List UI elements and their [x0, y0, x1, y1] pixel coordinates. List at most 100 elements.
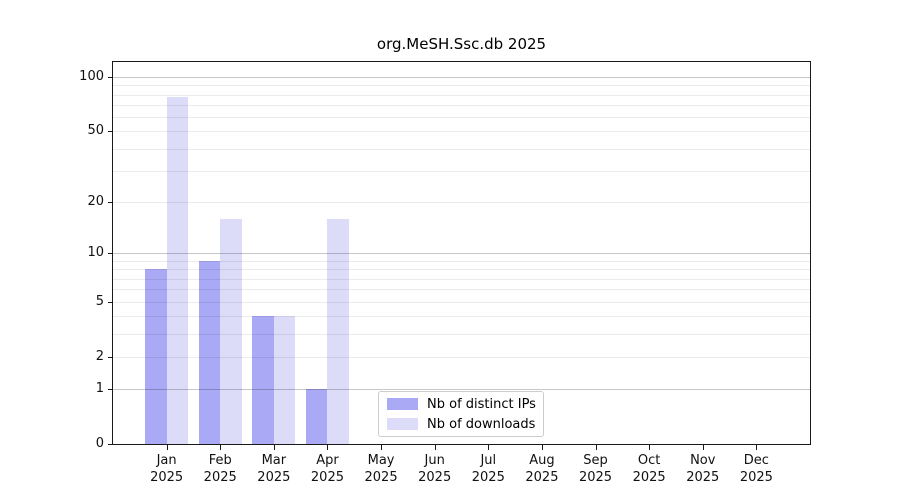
x-tick-nov [702, 445, 704, 450]
bar-distinct-ips-feb [198, 260, 221, 444]
y-tick-label-5: 5 [95, 293, 104, 309]
y-tick-label-0: 0 [95, 436, 104, 451]
bar-distinct-ips-jan [145, 269, 167, 444]
x-tick-jul [488, 445, 490, 450]
bar-downloads-mar [273, 316, 296, 444]
x-tick-feb [220, 445, 222, 450]
month-label: Aug [529, 453, 555, 468]
x-tick-aug [541, 445, 543, 450]
y-tick-label-20: 20 [87, 193, 104, 209]
year-label: 2025 [739, 470, 773, 485]
month-label: Sep [583, 453, 608, 468]
month-label: Nov [690, 453, 716, 468]
month-label: Mar [261, 453, 287, 468]
gridline-minor-7 [113, 278, 810, 280]
year-label: 2025 [632, 470, 666, 485]
year-label: 2025 [310, 470, 344, 485]
legend-item-distinct-ips: Nb of distinct IPs [387, 396, 536, 412]
gridline-minor-6 [113, 289, 810, 291]
gridline-minor-20 [113, 201, 810, 203]
x-tick-may [381, 445, 383, 450]
y-tick-50 [108, 131, 113, 133]
gridline-minor-70 [113, 105, 810, 107]
month-label: May [367, 453, 395, 468]
month-label: Apr [316, 453, 339, 468]
month-label: Dec [743, 453, 769, 468]
x-tick-jan [166, 445, 168, 450]
x-tick-label-oct: Oct 2025 [607, 452, 691, 486]
x-tick-label-feb: Feb 2025 [178, 452, 262, 486]
year-label: 2025 [150, 470, 184, 485]
gridline-minor-2 [113, 356, 810, 358]
legend: Nb of distinct IPs Nb of downloads [378, 391, 544, 437]
gridline-minor-80 [113, 94, 810, 96]
x-tick-label-sep: Sep 2025 [554, 452, 638, 486]
x-tick-oct [649, 445, 651, 450]
bar-downloads-jan [166, 96, 189, 444]
month-label: Jul [480, 453, 497, 468]
year-label: 2025 [686, 470, 720, 485]
y-tick-100 [108, 77, 113, 79]
year-label: 2025 [364, 470, 398, 485]
gridline-minor-60 [113, 117, 810, 119]
x-tick-label-jan: Jan 2025 [125, 452, 209, 486]
y-tick-label-2: 2 [95, 348, 104, 364]
gridline-minor-5 [113, 301, 810, 303]
year-label: 2025 [418, 470, 452, 485]
y-tick-label-10: 10 [87, 245, 104, 261]
bar-distinct-ips-apr [305, 388, 328, 444]
legend-label-distinct-ips: Nb of distinct IPs [427, 396, 536, 412]
x-tick-jun [434, 445, 436, 450]
y-tick-10 [108, 253, 113, 255]
month-label: Oct [637, 453, 661, 468]
year-label: 2025 [257, 470, 291, 485]
month-label: Jan [156, 453, 177, 468]
gridline-minor-90 [113, 85, 810, 87]
gridline-minor-4 [113, 316, 810, 318]
chart-title: org.MeSH.Ssc.db 2025 [376, 35, 547, 53]
year-label: 2025 [471, 470, 505, 485]
year-label: 2025 [578, 470, 613, 485]
y-tick-2 [108, 356, 113, 358]
x-tick-label-aug: Aug 2025 [500, 452, 584, 486]
year-label: 2025 [203, 470, 237, 485]
x-tick-label-nov: Nov 2025 [661, 452, 745, 486]
x-tick-dec [756, 445, 758, 450]
x-tick-sep [595, 445, 597, 450]
plot-area [112, 61, 811, 445]
gridline-major-1 [113, 388, 810, 390]
bar-downloads-apr [327, 218, 349, 444]
y-tick-label-50: 50 [87, 123, 104, 139]
x-tick-mar [273, 445, 275, 450]
x-tick-label-apr: Apr 2025 [285, 452, 369, 486]
y-tick-label-100: 100 [79, 69, 104, 85]
legend-swatch-distinct-ips [387, 398, 418, 410]
y-tick-1 [108, 388, 113, 390]
x-tick-label-jun: Jun 2025 [393, 452, 477, 486]
y-tick-20 [108, 201, 113, 203]
gridline-minor-40 [113, 148, 810, 150]
gridline-major-10 [113, 253, 810, 255]
legend-item-downloads: Nb of downloads [387, 417, 535, 432]
gridline-minor-3 [113, 333, 810, 335]
x-tick-label-mar: Mar 2025 [232, 452, 316, 486]
legend-label-downloads: Nb of downloads [427, 416, 536, 432]
month-label: Jun [424, 453, 445, 468]
gridline-major-100 [113, 77, 810, 79]
gridline-minor-9 [113, 260, 810, 262]
x-tick-apr [327, 445, 329, 450]
bar-downloads-feb [220, 218, 242, 444]
gridline-minor-30 [113, 170, 810, 172]
legend-swatch-downloads [387, 418, 418, 430]
gridline-minor-8 [113, 269, 810, 271]
x-tick-label-dec: Dec 2025 [714, 452, 798, 486]
x-tick-label-may: May 2025 [339, 452, 423, 486]
x-tick-label-jul: Jul 2025 [446, 452, 530, 486]
bar-distinct-ips-mar [252, 316, 274, 444]
y-tick-label-1: 1 [95, 380, 104, 396]
month-label: Feb [208, 453, 232, 468]
gridline-minor-50 [113, 131, 810, 133]
y-tick-5 [108, 301, 113, 303]
year-label: 2025 [525, 470, 559, 485]
